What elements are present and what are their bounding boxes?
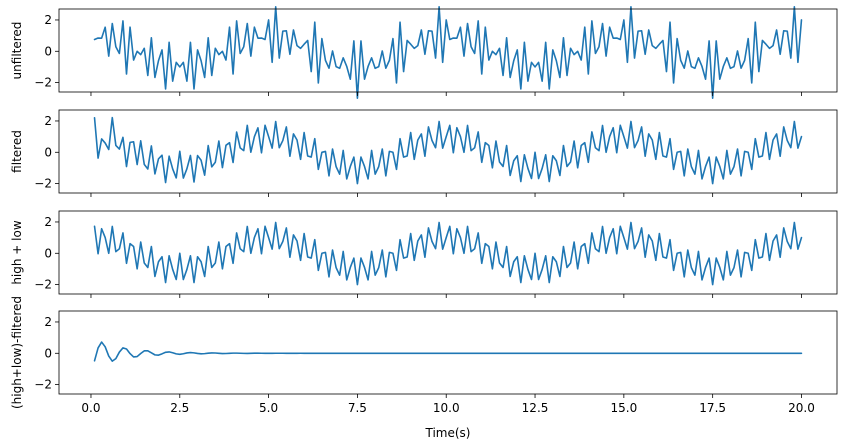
x-axis-label: Time(s) xyxy=(425,426,471,440)
x-tick-label-7: 17.5 xyxy=(699,401,726,415)
y-tick-label-2-1: 0 xyxy=(44,145,52,159)
x-tick-label-8: 20.0 xyxy=(788,401,815,415)
x-tick-label-6: 15.0 xyxy=(610,401,637,415)
axes-frame-4 xyxy=(58,310,838,395)
subplot-3: −2 0 2 high + low xyxy=(10,210,838,298)
y-tick-label-2-0: −2 xyxy=(34,177,52,191)
subplot-1: −2 0 2 unfiltered xyxy=(10,5,838,100)
axes-frame-2 xyxy=(58,109,838,194)
y-axis-label-1: unfiltered xyxy=(10,22,24,80)
y-tick-label-4-2: 2 xyxy=(44,315,52,329)
y-axis-label-2: filtered xyxy=(10,130,24,173)
series-line-1 xyxy=(93,5,803,100)
y-tick-label-4-0: −2 xyxy=(34,378,52,392)
x-tick-label-2: 5.0 xyxy=(259,401,278,415)
y-tick-label-4-1: 0 xyxy=(44,346,52,360)
series-line-3 xyxy=(93,221,803,286)
axes-frame-1 xyxy=(58,8,838,93)
y-tick-label-3-1: 0 xyxy=(44,246,52,260)
x-tick-label-5: 12.5 xyxy=(522,401,549,415)
y-axis-label-4: (high+low)-filtered xyxy=(10,296,24,409)
x-tick-label-4: 10.0 xyxy=(433,401,460,415)
axes-frame-3 xyxy=(58,210,838,295)
x-tick-label-3: 7.5 xyxy=(348,401,367,415)
x-tick-label-1: 2.5 xyxy=(170,401,189,415)
y-tick-label-1-2: 2 xyxy=(44,13,52,27)
series-line-4 xyxy=(93,341,803,362)
y-tick-label-1-1: 0 xyxy=(44,44,52,58)
y-tick-label-3-2: 2 xyxy=(44,215,52,229)
y-tick-label-1-0: −2 xyxy=(34,76,52,90)
y-tick-label-3-0: −2 xyxy=(34,278,52,292)
y-axis-label-3: high + low xyxy=(10,220,24,285)
x-tick-label-0: 0.0 xyxy=(81,401,100,415)
subplot-2: −2 0 2 filtered xyxy=(10,109,838,197)
series-line-2 xyxy=(93,116,803,185)
y-tick-label-2-2: 2 xyxy=(44,114,52,128)
